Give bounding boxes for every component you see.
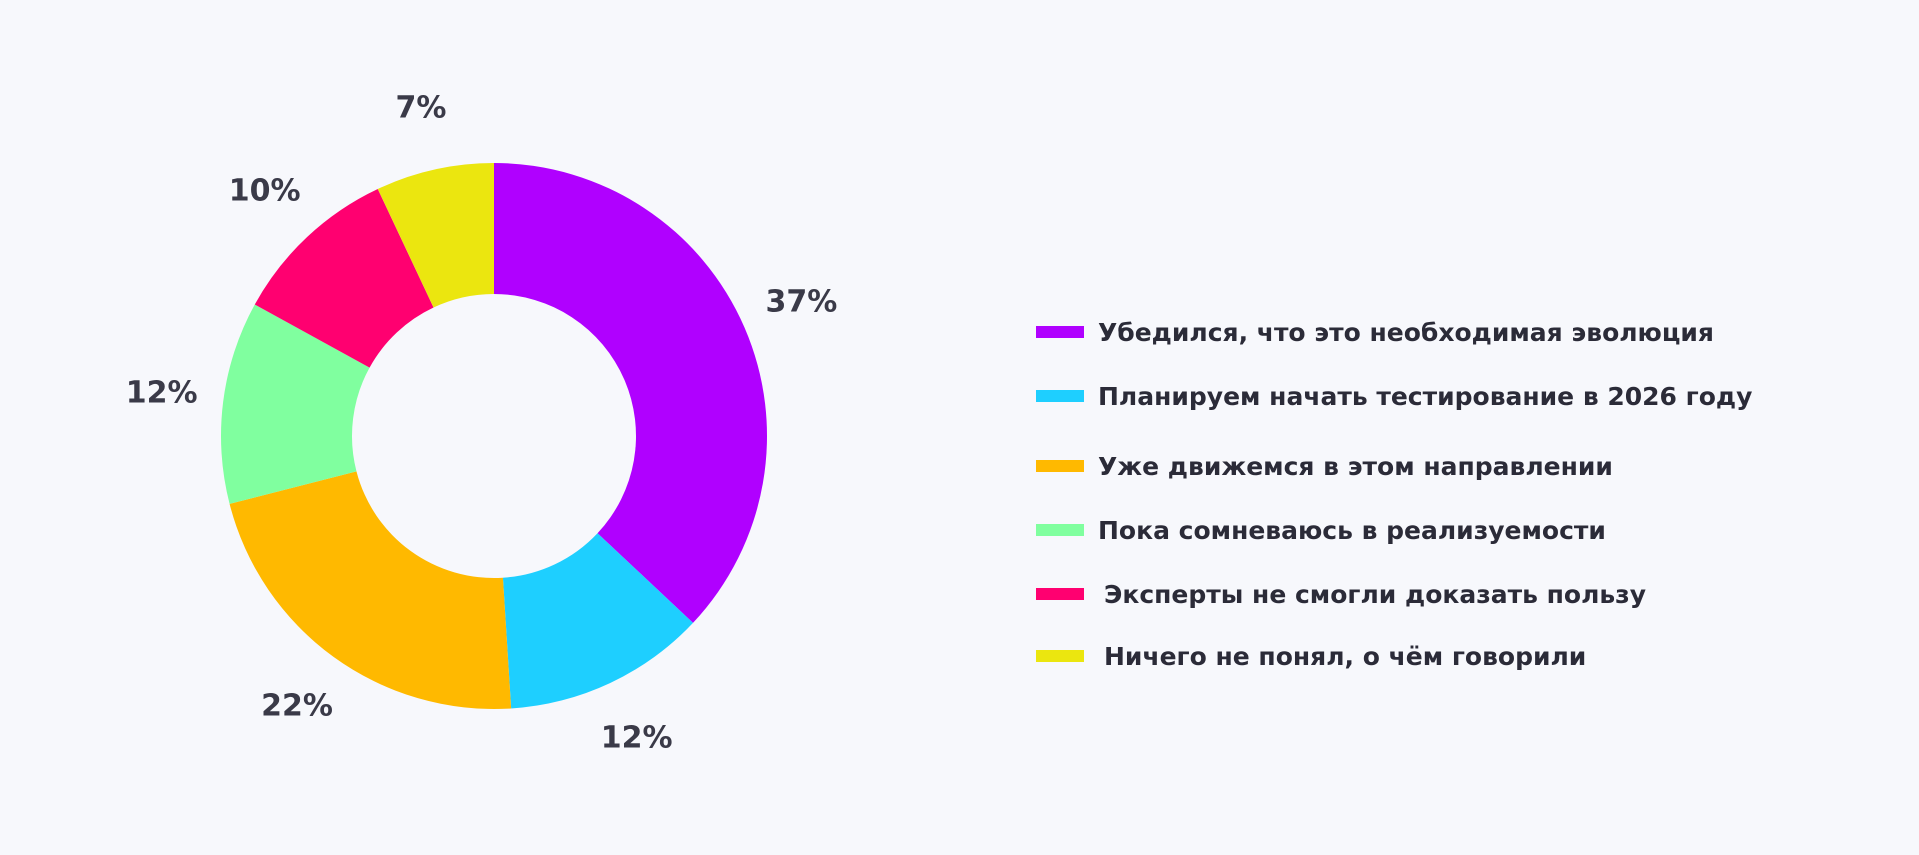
slice-labels: 37% 12% 22% 12% 10% 7% <box>126 91 838 756</box>
legend-swatch <box>1036 650 1084 662</box>
legend-label: Планируем начать тестирование в 2026 год… <box>1098 381 1753 411</box>
donut-slice <box>229 471 512 709</box>
legend-label: Пока сомневаюсь в реализуемости <box>1098 515 1606 545</box>
legend-item: Эксперты не смогли доказать пользу <box>1036 576 1646 612</box>
legend-swatch <box>1036 588 1084 600</box>
donut-slice <box>494 163 767 623</box>
slice-percent-label: 12% <box>126 376 198 411</box>
legend-item: Пока сомневаюсь в реализуемости <box>1036 512 1606 548</box>
legend-item: Планируем начать тестирование в 2026 год… <box>1036 378 1752 414</box>
legend-swatch <box>1036 524 1084 536</box>
donut-slice <box>502 533 694 709</box>
legend-label: Уже движемся в этом направлении <box>1098 451 1613 481</box>
slice-percent-label: 7% <box>395 91 446 126</box>
legend-label: Ничего не понял, о чём говорили <box>1104 641 1587 671</box>
donut-slice <box>377 163 494 308</box>
legend-swatch <box>1036 460 1084 472</box>
legend-item: Уже движемся в этом направлении <box>1036 448 1613 484</box>
legend-label: Убедился, что это необходимая эволюция <box>1098 317 1714 347</box>
slice-percent-label: 37% <box>766 284 838 319</box>
legend-item: Убедился, что это необходимая эволюция <box>1036 314 1714 350</box>
donut-slice <box>221 304 370 504</box>
donut-slice <box>254 188 434 368</box>
legend-swatch <box>1036 390 1084 402</box>
legend-item: Ничего не понял, о чём говорили <box>1036 638 1586 674</box>
slice-percent-label: 10% <box>229 173 301 208</box>
slice-percent-label: 22% <box>261 689 333 724</box>
legend-label: Эксперты не смогли доказать пользу <box>1104 579 1647 609</box>
donut-slices <box>221 163 767 709</box>
legend-swatch <box>1036 326 1084 338</box>
slice-percent-label: 12% <box>601 721 673 756</box>
